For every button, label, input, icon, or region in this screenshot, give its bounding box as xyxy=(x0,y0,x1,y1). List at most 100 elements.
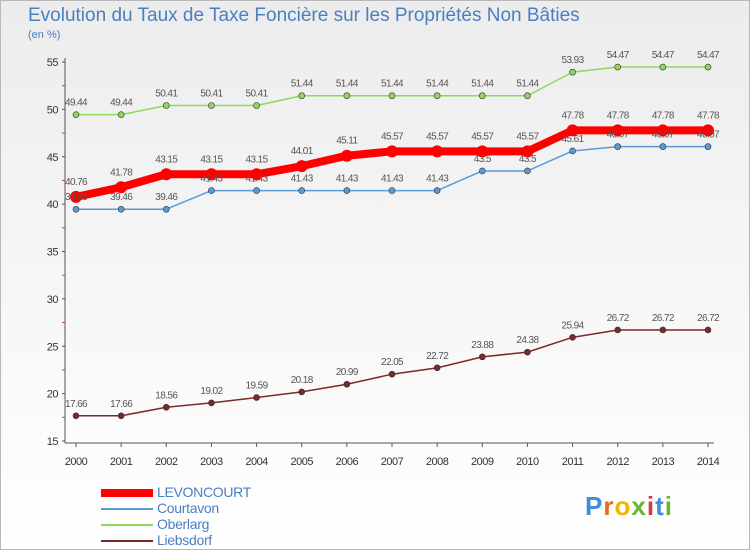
data-label-oberlarg: 54.47 xyxy=(607,50,630,61)
data-point-courtavon xyxy=(388,187,396,194)
data-label-oberlarg: 51.44 xyxy=(336,79,359,90)
data-point-liebsdorf xyxy=(659,326,667,334)
y-tick-label: 15 xyxy=(47,436,59,448)
chart-subtitle: (en %) xyxy=(28,29,61,41)
data-label-levoncourt: 47.78 xyxy=(562,110,585,121)
data-point-oberlarg xyxy=(614,63,622,71)
data-point-levoncourt xyxy=(115,181,128,194)
data-point-oberlarg xyxy=(388,92,396,100)
data-point-levoncourt xyxy=(431,145,444,158)
data-label-oberlarg: 51.44 xyxy=(381,79,404,90)
data-point-liebsdorf xyxy=(298,388,306,396)
data-label-levoncourt: 45.57 xyxy=(516,131,539,142)
data-label-levoncourt: 43.15 xyxy=(155,154,178,165)
data-label-oberlarg: 49.44 xyxy=(110,98,133,109)
legend-label: LEVONCOURT xyxy=(157,484,251,500)
data-point-oberlarg xyxy=(433,92,441,100)
data-label-oberlarg: 54.47 xyxy=(697,50,720,61)
data-point-liebsdorf xyxy=(524,348,531,356)
chart-title: Evolution du Taux de Taxe Foncière sur l… xyxy=(28,5,580,26)
data-point-levoncourt xyxy=(205,168,218,181)
data-label-courtavon: 46.07 xyxy=(652,130,675,141)
y-tick-label: 35 xyxy=(47,247,59,259)
data-label-oberlarg: 51.44 xyxy=(471,79,494,90)
data-label-oberlarg: 51.44 xyxy=(516,79,539,90)
y-tick-label: 20 xyxy=(47,389,59,401)
data-point-levoncourt xyxy=(566,124,579,137)
legend-swatch xyxy=(101,524,153,526)
data-point-liebsdorf xyxy=(343,380,351,388)
data-label-levoncourt: 45.57 xyxy=(426,131,449,142)
data-label-courtavon: 41.43 xyxy=(381,174,404,185)
y-tick-label: 50 xyxy=(47,104,59,116)
series-layer xyxy=(70,63,714,420)
data-label-oberlarg: 51.44 xyxy=(426,79,449,90)
x-tick-label: 2010 xyxy=(516,456,539,468)
data-point-courtavon xyxy=(208,187,215,194)
data-point-liebsdorf xyxy=(117,412,125,420)
data-label-levoncourt: 47.78 xyxy=(652,110,675,121)
data-label-levoncourt: 47.78 xyxy=(607,110,630,121)
legend-swatch xyxy=(101,489,153,497)
data-point-oberlarg xyxy=(72,111,80,118)
data-label-courtavon: 41.43 xyxy=(426,174,449,185)
x-tick-label: 2012 xyxy=(606,456,629,468)
data-point-oberlarg xyxy=(569,68,576,76)
data-label-oberlarg: 50.41 xyxy=(155,88,178,99)
data-label-liebsdorf: 18.56 xyxy=(155,390,178,401)
logo-letter: P xyxy=(585,491,604,521)
x-tick-label: 2002 xyxy=(155,456,178,468)
data-point-liebsdorf xyxy=(614,326,622,334)
data-point-courtavon xyxy=(478,167,486,175)
x-tick-label: 2013 xyxy=(652,456,675,468)
legend-label: Courtavon xyxy=(157,500,219,516)
x-tick-label: 2007 xyxy=(381,456,404,468)
data-label-oberlarg: 50.41 xyxy=(200,88,223,99)
data-label-courtavon: 45.61 xyxy=(562,134,585,145)
y-tick-label: 25 xyxy=(47,341,59,353)
data-point-levoncourt xyxy=(250,168,263,181)
data-label-levoncourt: 45.57 xyxy=(381,131,404,142)
data-point-courtavon xyxy=(569,147,576,155)
data-point-courtavon xyxy=(614,143,622,150)
x-tick-label: 2003 xyxy=(200,456,223,468)
data-label-courtavon: 41.43 xyxy=(246,174,269,185)
data-label-oberlarg: 49.44 xyxy=(65,98,88,109)
data-label-levoncourt: 45.11 xyxy=(336,136,358,147)
data-label-liebsdorf: 22.05 xyxy=(381,357,404,368)
data-label-liebsdorf: 24.38 xyxy=(516,335,539,346)
x-tick-label: 2011 xyxy=(562,456,584,468)
data-label-levoncourt: 43.15 xyxy=(246,154,269,165)
data-point-courtavon xyxy=(524,167,531,175)
data-label-liebsdorf: 17.66 xyxy=(110,399,133,410)
data-point-courtavon xyxy=(343,187,351,194)
data-point-liebsdorf xyxy=(433,364,441,372)
logo-letter: i xyxy=(646,491,656,521)
data-point-courtavon xyxy=(298,187,306,194)
data-label-liebsdorf: 26.72 xyxy=(607,313,630,324)
data-labels-layer: 40.76 41.78 43.15 43.15 43.15 44.01 45.11 45.57… xyxy=(65,50,721,410)
logo-letter: o xyxy=(614,491,632,521)
data-point-courtavon xyxy=(162,205,170,213)
x-tick-label: 2004 xyxy=(245,456,268,468)
data-label-courtavon: 43.5 xyxy=(474,154,492,165)
data-label-oberlarg: 50.41 xyxy=(246,88,269,99)
x-tick-label: 2001 xyxy=(110,456,133,468)
data-point-oberlarg xyxy=(298,92,306,100)
data-point-liebsdorf xyxy=(388,370,396,378)
data-point-oberlarg xyxy=(704,63,712,71)
data-point-oberlarg xyxy=(343,92,351,100)
legend-swatch xyxy=(101,540,153,542)
data-point-levoncourt xyxy=(476,145,489,158)
data-point-levoncourt xyxy=(702,124,714,137)
data-point-liebsdorf xyxy=(253,394,260,401)
data-point-levoncourt xyxy=(656,124,669,137)
data-point-liebsdorf xyxy=(704,326,712,334)
data-label-liebsdorf: 26.72 xyxy=(652,313,675,324)
x-tick-label: 2014 xyxy=(697,456,720,468)
data-label-courtavon: 41.43 xyxy=(200,174,223,185)
y-tick-label: 45 xyxy=(47,152,59,164)
data-point-levoncourt xyxy=(70,190,82,203)
data-label-courtavon: 46.07 xyxy=(697,130,720,141)
